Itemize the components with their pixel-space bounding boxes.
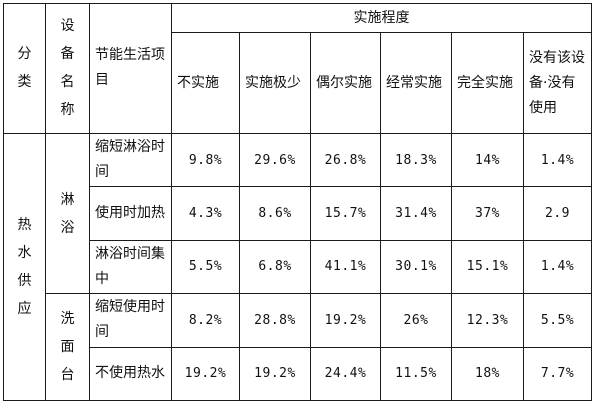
value-cell: 11.5% — [380, 346, 452, 402]
header-category: 分 类 — [3, 3, 46, 134]
item-label: 不使用热水 — [89, 346, 172, 402]
equipment-char: 浴 — [60, 219, 75, 236]
value-cell: 28.8% — [239, 293, 311, 348]
category-char: 热 — [17, 216, 32, 233]
value-cell: 6.8% — [239, 239, 311, 295]
value-cell: 7.7% — [522, 346, 593, 402]
equipment-char: 面 — [60, 339, 75, 356]
table-row: 淋浴时间集中 5.5% 6.8% 41.1% 30.1% 15.1% 1.4% — [4, 239, 593, 295]
header-implementation-degree: 实施程度 — [170, 2, 593, 34]
value-cell: 41.1% — [310, 239, 381, 295]
value-cell: 26% — [380, 293, 452, 348]
value-cell: 14% — [451, 132, 524, 188]
value-cell: 2.9 — [522, 186, 593, 241]
value-cell: 5.5% — [522, 293, 593, 348]
value-cell: 15.7% — [310, 186, 381, 241]
equipment-washbasin: 洗 面 台 — [45, 293, 90, 401]
value-cell: 29.6% — [239, 132, 311, 188]
energy-saving-survey-table: 分 类 设 备 名 称 节能生活项目 实施程度 不实施 实施极少 偶尔实施 经常… — [3, 2, 593, 402]
header-level-occasionally: 偶尔实施 — [310, 32, 381, 134]
category-char: 供 — [17, 272, 32, 289]
value-cell: 1.4% — [522, 132, 593, 188]
value-cell: 8.2% — [171, 293, 240, 348]
item-label: 缩短淋浴时间 — [89, 132, 172, 188]
header-row-levels: 不实施 实施极少 偶尔实施 经常实施 完全实施 没有该设备·没有使用 — [4, 32, 593, 134]
value-cell: 19.2% — [310, 293, 381, 348]
header-level-no-equipment: 没有该设备·没有使用 — [522, 32, 593, 134]
item-label: 淋浴时间集中 — [89, 239, 172, 295]
value-cell: 9.8% — [171, 132, 240, 188]
equipment-shower: 淋 浴 — [45, 132, 90, 295]
value-cell: 37% — [451, 186, 524, 241]
header-row-top: 分 类 设 备 名 称 节能生活项目 实施程度 — [3, 2, 593, 134]
table-row: 热 水 供 应 淋 浴 缩短淋浴时间 9.8% 29.6% 26.8% 18.3… — [3, 132, 593, 402]
item-label: 使用时加热 — [89, 186, 172, 241]
value-cell: 19.2% — [239, 346, 311, 402]
value-cell: 15.1% — [451, 239, 524, 295]
category-char: 应 — [17, 300, 32, 317]
table-row: 不使用热水 19.2% 19.2% 24.4% 11.5% 18% 7.7% — [4, 346, 593, 402]
header-equipment-char: 设 — [60, 18, 75, 35]
value-cell: 4.3% — [171, 186, 240, 241]
category-char: 水 — [17, 244, 32, 261]
value-cell: 8.6% — [239, 186, 311, 241]
header-level-fully: 完全实施 — [451, 32, 524, 134]
value-cell: 18.3% — [380, 132, 452, 188]
value-cell: 31.4% — [380, 186, 452, 241]
header-level-often: 经常实施 — [380, 32, 452, 134]
header-equipment-char: 名 — [60, 74, 75, 91]
table-row: 使用时加热 4.3% 8.6% 15.7% 31.4% 37% 2.9 — [4, 186, 593, 241]
value-cell: 19.2% — [171, 346, 240, 402]
value-cell: 18% — [451, 346, 524, 402]
header-energy-saving-item: 节能生活项目 — [89, 3, 172, 134]
value-cell: 1.4% — [522, 239, 593, 295]
header-equipment-name: 设 备 名 称 — [45, 3, 90, 134]
header-level-rarely: 实施极少 — [239, 32, 311, 134]
value-cell: 24.4% — [310, 346, 381, 402]
equipment-char: 淋 — [60, 191, 75, 208]
header-equipment-char: 备 — [60, 46, 75, 63]
value-cell: 26.8% — [310, 132, 381, 188]
header-category-char: 类 — [17, 74, 32, 91]
category-hot-water-supply: 热 水 供 应 — [3, 132, 46, 402]
item-label: 缩短使用时间 — [89, 293, 172, 348]
equipment-char: 台 — [60, 367, 75, 384]
value-cell: 12.3% — [451, 293, 524, 348]
table-row: 洗 面 台 缩短使用时间 8.2% 28.8% 19.2% 26% 12.3% … — [4, 293, 593, 401]
header-equipment-char: 称 — [60, 102, 75, 119]
value-cell: 5.5% — [171, 239, 240, 295]
value-cell: 30.1% — [380, 239, 452, 295]
equipment-char: 洗 — [60, 311, 75, 328]
header-level-none: 不实施 — [171, 32, 240, 134]
header-category-char: 分 — [17, 46, 32, 63]
